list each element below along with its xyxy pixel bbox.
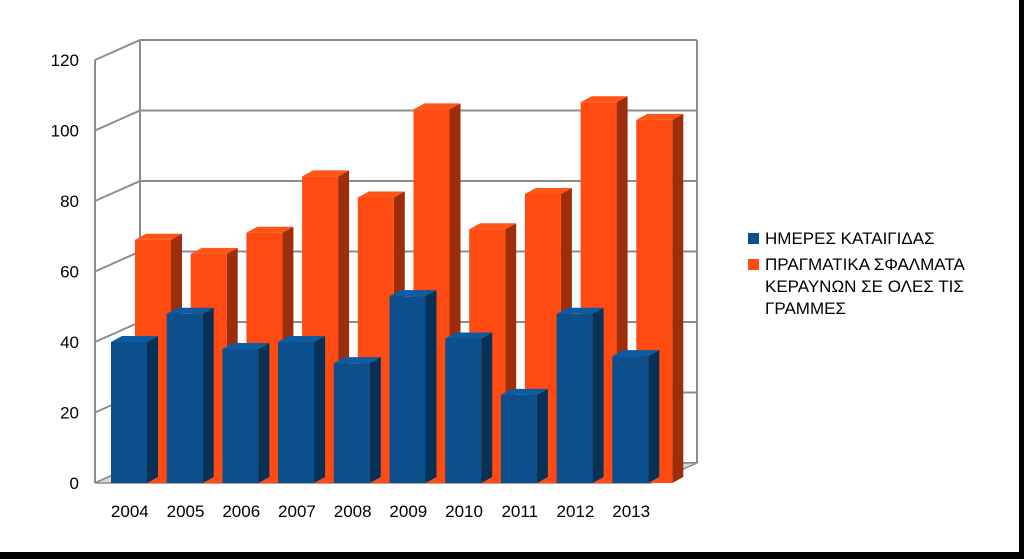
bar-2011-lightning-faults-top xyxy=(524,187,572,194)
x-tick-label: 2006 xyxy=(222,502,260,521)
bar-2008-storm-days xyxy=(333,357,381,483)
bar-2007-storm-days xyxy=(278,336,326,483)
bar-2008-storm-days-front xyxy=(333,363,370,483)
bar-2013-storm-days-side xyxy=(648,350,660,483)
bar-2012-lightning-faults-top xyxy=(580,96,628,103)
bar-2012-storm-days-side xyxy=(592,307,604,483)
x-tick-label: 2008 xyxy=(334,502,372,521)
bar-2004-storm-days-top xyxy=(111,336,158,342)
y-tick-label: 100 xyxy=(51,122,79,141)
bar-2006-storm-days xyxy=(222,343,270,483)
bar-2010-storm-days xyxy=(445,332,493,483)
bar-2010-storm-days-front xyxy=(445,338,482,483)
bar-2009-storm-days xyxy=(389,290,437,483)
x-tick-label: 2007 xyxy=(278,502,316,521)
bar-2012-storm-days-front xyxy=(556,313,593,483)
y-tick-label: 120 xyxy=(51,51,79,70)
bar-2013-storm-days xyxy=(612,350,660,483)
x-tick-label: 2013 xyxy=(612,502,650,521)
bar-2007-storm-days-side xyxy=(314,336,326,483)
x-tick-label: 2011 xyxy=(501,502,538,521)
bar-2010-lightning-faults-top xyxy=(469,223,517,230)
gridline-side xyxy=(94,39,141,61)
bar-2009-storm-days-front xyxy=(389,296,426,483)
bar-2005-storm-days-side xyxy=(202,307,214,483)
bar-2013-storm-days-top xyxy=(612,350,660,357)
legend-item-lightning-faults: ΠΡΑΓΜΑΤΙΚΑ ΣΦΑΛΜΑΤΑ ΚΕΡΑΥΝΩΝ ΣΕ ΟΛΕΣ ΤΙΣ… xyxy=(748,254,1018,320)
legend-label-storm-days: ΗΜΕΡΕΣ ΚΑΤΑΙΓΙΔΑΣ xyxy=(765,229,935,248)
bar-2013-storm-days-front xyxy=(612,356,649,483)
bar-2005-lightning-faults-top xyxy=(190,247,238,254)
gridline-side xyxy=(94,109,141,132)
bar-2010-storm-days-side xyxy=(481,332,493,483)
bar-2004-storm-days xyxy=(111,336,158,483)
bar-2009-storm-days-side xyxy=(425,290,437,483)
x-tick-label: 2012 xyxy=(557,502,595,521)
bar-2008-storm-days-top xyxy=(333,357,381,364)
bar-2006-storm-days-front xyxy=(222,349,259,483)
legend-swatch-storm-days xyxy=(748,233,759,244)
bar-2004-storm-days-front xyxy=(111,342,147,483)
y-tick-label: 80 xyxy=(60,192,79,211)
bar-2011-storm-days xyxy=(500,388,548,483)
bar-2009-storm-days-top xyxy=(389,290,437,297)
bar-2011-storm-days-top xyxy=(500,388,548,395)
bar-2012-storm-days xyxy=(556,307,604,483)
y-tick-label: 0 xyxy=(70,474,79,493)
bar-2008-lightning-faults-top xyxy=(357,191,405,198)
bar-2004-storm-days-side xyxy=(147,336,158,483)
bar-2007-lightning-faults-top xyxy=(302,170,350,177)
bar-2009-lightning-faults-top xyxy=(413,103,461,110)
bar-2011-storm-days-side xyxy=(536,388,548,483)
bar-2004-lightning-faults-top xyxy=(135,233,182,240)
y-tick-label: 40 xyxy=(60,333,79,352)
x-tick-label: 2009 xyxy=(389,502,427,521)
gridline-side xyxy=(94,321,141,343)
bar-2012-storm-days-top xyxy=(556,307,604,314)
bar-2010-storm-days-top xyxy=(445,332,493,339)
bar-2011-storm-days-front xyxy=(500,394,537,483)
bar-2006-lightning-faults-top xyxy=(246,226,294,233)
x-tick-label: 2010 xyxy=(445,502,483,521)
bar-2013-lightning-faults-top xyxy=(636,113,684,120)
chart-legend: ΗΜΕΡΕΣ ΚΑΤΑΙΓΙΔΑΣ ΠΡΑΓΜΑΤΙΚΑ ΣΦΑΛΜΑΤΑ ΚΕ… xyxy=(748,228,1018,324)
y-tick-label: 60 xyxy=(60,263,79,282)
legend-swatch-lightning-faults xyxy=(748,259,759,270)
bar-2007-storm-days-top xyxy=(278,336,326,342)
legend-item-storm-days: ΗΜΕΡΕΣ ΚΑΤΑΙΓΙΔΑΣ xyxy=(748,228,1018,250)
x-tick-label: 2004 xyxy=(111,502,149,521)
bar-2005-storm-days-top xyxy=(166,307,214,314)
bar-2007-storm-days-front xyxy=(278,342,315,483)
bar-2006-storm-days-top xyxy=(222,343,270,350)
bar-2006-storm-days-side xyxy=(258,343,270,483)
bar-2013-lightning-faults-side xyxy=(672,113,684,484)
bar-2005-storm-days xyxy=(166,307,214,483)
legend-label-lightning-faults: ΠΡΑΓΜΑΤΙΚΑ ΣΦΑΛΜΑΤΑ ΚΕΡΑΥΝΩΝ ΣΕ ΟΛΕΣ ΤΙΣ… xyxy=(765,255,965,318)
gridline-side xyxy=(94,180,141,202)
bar-2005-storm-days-front xyxy=(166,313,203,483)
gridline-side xyxy=(94,250,141,273)
bar-2008-storm-days-side xyxy=(369,357,381,483)
y-tick-label: 20 xyxy=(60,404,79,423)
x-tick-label: 2005 xyxy=(167,502,205,521)
